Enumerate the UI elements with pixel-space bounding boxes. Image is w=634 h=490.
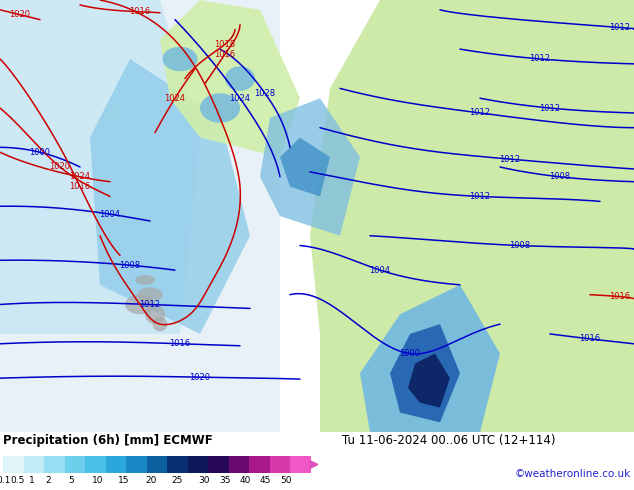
- Bar: [290, 457, 311, 473]
- Text: 5: 5: [68, 476, 74, 485]
- Text: 1016: 1016: [169, 339, 191, 348]
- Polygon shape: [0, 0, 280, 432]
- Text: 1024: 1024: [70, 172, 91, 181]
- Text: 1012: 1012: [470, 192, 491, 201]
- Bar: [269, 457, 290, 473]
- Text: 1012: 1012: [609, 23, 630, 32]
- Text: 1016: 1016: [129, 7, 150, 16]
- Polygon shape: [0, 0, 120, 138]
- Text: 1000: 1000: [399, 349, 420, 358]
- Bar: [44, 457, 65, 473]
- Polygon shape: [90, 59, 250, 334]
- Bar: [188, 457, 208, 473]
- Text: 0.5: 0.5: [10, 476, 25, 485]
- Bar: [3, 457, 23, 473]
- Text: 35: 35: [219, 476, 230, 485]
- Text: 0.1: 0.1: [0, 476, 10, 485]
- Bar: [229, 457, 249, 473]
- Text: 1018: 1018: [214, 40, 236, 49]
- Bar: [146, 457, 167, 473]
- Polygon shape: [0, 0, 200, 334]
- Polygon shape: [408, 354, 450, 408]
- Polygon shape: [360, 285, 500, 432]
- Text: 1020: 1020: [49, 163, 70, 172]
- Text: Tu 11-06-2024 00..06 UTC (12+114): Tu 11-06-2024 00..06 UTC (12+114): [342, 434, 556, 447]
- Text: 1020: 1020: [190, 373, 210, 382]
- Text: 1012: 1012: [500, 155, 521, 164]
- Ellipse shape: [153, 317, 167, 332]
- Text: 1012: 1012: [139, 300, 160, 309]
- Polygon shape: [390, 324, 460, 422]
- Polygon shape: [280, 138, 330, 196]
- Bar: [249, 457, 269, 473]
- Text: 1004: 1004: [370, 266, 391, 274]
- Text: 1008: 1008: [510, 241, 531, 250]
- Text: 30: 30: [198, 476, 210, 485]
- Text: 1008: 1008: [550, 172, 571, 181]
- Ellipse shape: [225, 66, 255, 91]
- Text: 10: 10: [92, 476, 103, 485]
- Text: 1024: 1024: [164, 94, 186, 103]
- Polygon shape: [160, 0, 300, 157]
- Text: Precipitation (6h) [mm] ECMWF: Precipitation (6h) [mm] ECMWF: [3, 434, 213, 447]
- Bar: [208, 457, 229, 473]
- Text: 1012: 1012: [470, 108, 491, 118]
- Text: 1016: 1016: [70, 182, 91, 191]
- Bar: [23, 457, 44, 473]
- Text: 45: 45: [260, 476, 271, 485]
- Ellipse shape: [138, 287, 162, 302]
- Text: 1016: 1016: [579, 334, 600, 343]
- Ellipse shape: [125, 294, 155, 314]
- Text: 1012: 1012: [540, 103, 560, 113]
- Text: 1020: 1020: [10, 10, 30, 19]
- Ellipse shape: [162, 47, 198, 71]
- Text: 1004: 1004: [100, 210, 120, 219]
- Bar: [106, 457, 126, 473]
- Text: 1028: 1028: [254, 89, 276, 98]
- Text: 25: 25: [172, 476, 183, 485]
- Text: 1000: 1000: [30, 148, 51, 157]
- Text: 20: 20: [145, 476, 157, 485]
- Bar: [126, 457, 146, 473]
- Text: 1008: 1008: [119, 261, 141, 270]
- Text: 15: 15: [119, 476, 130, 485]
- Bar: [167, 457, 188, 473]
- Polygon shape: [260, 98, 360, 236]
- Text: 40: 40: [240, 476, 251, 485]
- Text: ©weatheronline.co.uk: ©weatheronline.co.uk: [515, 469, 631, 479]
- Ellipse shape: [200, 93, 240, 123]
- Text: 1016: 1016: [609, 292, 631, 301]
- Text: 50: 50: [280, 476, 292, 485]
- Bar: [85, 457, 106, 473]
- Bar: [65, 457, 85, 473]
- Ellipse shape: [135, 275, 155, 285]
- Ellipse shape: [145, 304, 165, 324]
- Text: 1016: 1016: [214, 49, 236, 58]
- Polygon shape: [310, 0, 634, 432]
- Text: 2: 2: [46, 476, 51, 485]
- Text: 1012: 1012: [529, 54, 550, 63]
- Text: 1024: 1024: [230, 94, 250, 103]
- Text: 1: 1: [29, 476, 35, 485]
